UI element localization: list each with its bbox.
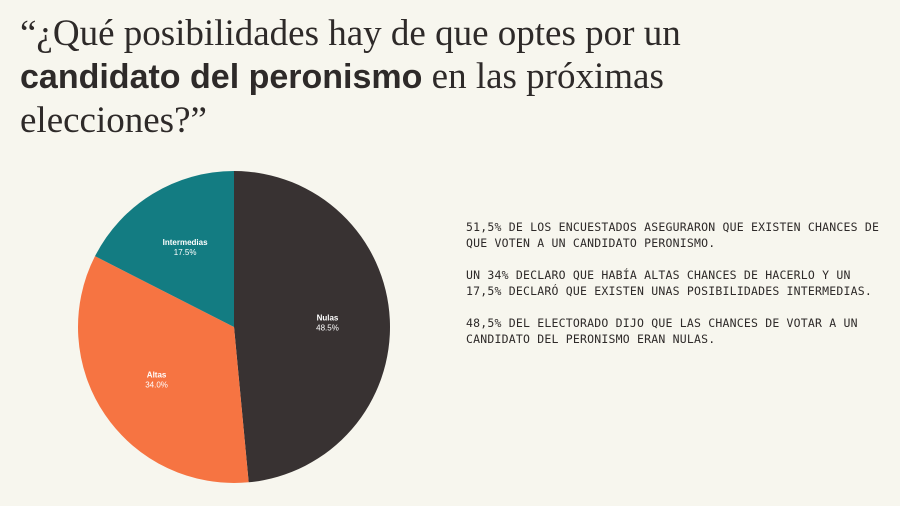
note-paragraph-3: 48,5% DEL ELECTORADO DIJO QUE LAS CHANCE… — [466, 316, 858, 346]
slice-value-intermedias: 17.5% — [174, 248, 197, 257]
summary-notes: 51,5% DE LOS ENCUESTADOS ASEGURARON QUE … — [466, 219, 886, 363]
pie-slice-nulas — [234, 171, 391, 483]
title-text-end: en las próximas elecciones?” — [20, 56, 664, 141]
slice-value-altas: 34.0% — [145, 381, 168, 390]
slice-label-intermedias: Intermedias — [163, 238, 208, 247]
chart-title: “¿Qué posibilidades hay de que optes por… — [20, 12, 720, 142]
slice-label-altas: Altas — [147, 371, 167, 380]
title-text-start: “¿Qué posibilidades hay de que optes por… — [20, 13, 681, 54]
title-text-bold: candidato del peronismo — [20, 58, 423, 96]
pie-slice-intermedias — [95, 171, 234, 327]
slice-label-nulas: Nulas — [317, 314, 339, 323]
slice-value-nulas: 48.5% — [316, 324, 339, 333]
pie-slice-altas — [77, 256, 249, 484]
note-paragraph-2: UN 34% DECLARO QUE HABÍA ALTAS CHANCES D… — [466, 268, 873, 298]
note-paragraph-1: 51,5% DE LOS ENCUESTADOS ASEGURARON QUE … — [466, 220, 880, 250]
